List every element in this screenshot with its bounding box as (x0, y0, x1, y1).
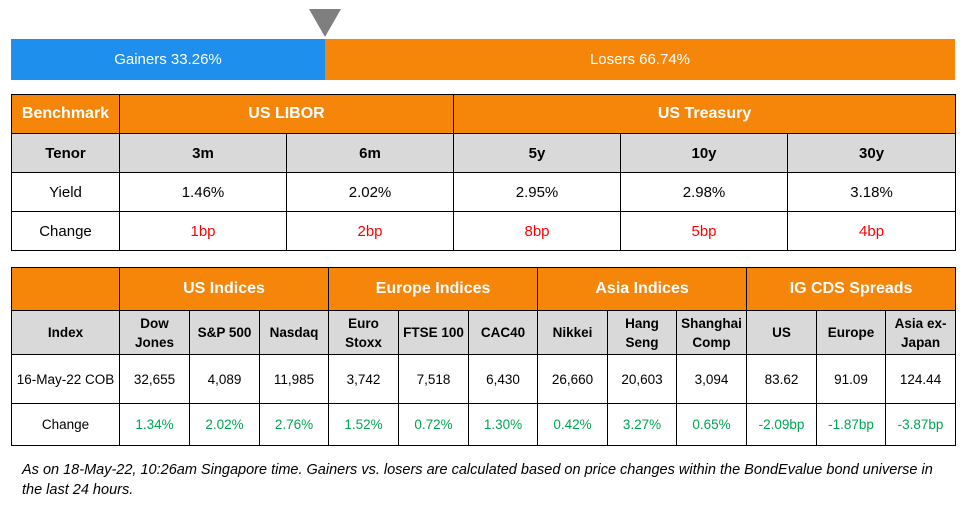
index-name-cell: Europe (816, 310, 887, 355)
index-change-cell: 2.76% (258, 403, 330, 446)
gainers-losers-bar: Gainers 33.26% Losers 66.74% (11, 39, 955, 80)
index-value-cell: 32,655 (119, 354, 190, 404)
index-name-cell: FTSE 100 (398, 310, 470, 355)
index-value-cell: 20,603 (607, 354, 678, 404)
tenor-cell: 6m (285, 133, 455, 173)
index-name-cell: Nasdaq (258, 310, 330, 355)
change-label: Change (11, 403, 120, 446)
index-change-cell: -1.87bp (816, 403, 887, 446)
us-treasury-header: US Treasury (453, 94, 957, 134)
sentiment-marker-icon (308, 9, 341, 37)
yield-cell: 3.18% (787, 172, 957, 212)
index-name-cell: Euro Stoxx (328, 310, 400, 355)
index-value-cell: 124.44 (885, 354, 957, 404)
index-value-cell: 26,660 (537, 354, 609, 404)
index-name-cell: US (746, 310, 818, 355)
yield-label: Yield (11, 172, 120, 212)
rates-table: Benchmark US LIBOR US Treasury Tenor 3m … (11, 94, 957, 251)
index-change-cell: 1.52% (328, 403, 400, 446)
tenor-label: Tenor (11, 133, 120, 173)
footnote: As on 18-May-22, 10:26am Singapore time.… (22, 462, 933, 498)
index-label: Index (11, 310, 120, 355)
rate-change-cell: 5bp (620, 211, 789, 251)
rate-change-cell: 1bp (119, 211, 287, 251)
yield-cell: 2.98% (620, 172, 789, 212)
index-change-cell: -3.87bp (885, 403, 957, 446)
blank-header (11, 267, 120, 311)
index-name-cell: Shanghai Comp (676, 310, 748, 355)
index-value-cell: 6,430 (468, 354, 539, 404)
change-label: Change (11, 211, 120, 251)
rate-change-cell: 4bp (787, 211, 957, 251)
yield-cell: 2.02% (285, 172, 455, 212)
index-name-cell: CAC40 (468, 310, 539, 355)
date-label: 16-May-22 COB (11, 354, 120, 404)
europe-indices-header: Europe Indices (328, 267, 539, 311)
index-name-cell: Nikkei (537, 310, 609, 355)
ig-cds-spreads-header: IG CDS Spreads (746, 267, 957, 311)
index-value-cell: 3,094 (676, 354, 748, 404)
index-value-cell: 91.09 (816, 354, 887, 404)
losers-segment: Losers 66.74% (324, 39, 955, 80)
index-change-cell: 0.72% (398, 403, 470, 446)
index-value-cell: 7,518 (398, 354, 470, 404)
tenor-cell: 3m (119, 133, 287, 173)
index-change-cell: 1.30% (468, 403, 539, 446)
benchmark-header: Benchmark (11, 94, 120, 134)
index-change-cell: 3.27% (607, 403, 678, 446)
gainers-segment: Gainers 33.26% (11, 39, 325, 80)
index-change-cell: -2.09bp (746, 403, 818, 446)
index-change-cell: 1.34% (119, 403, 190, 446)
us-libor-header: US LIBOR (118, 94, 455, 134)
index-name-cell: S&P 500 (189, 310, 260, 355)
index-value-cell: 3,742 (328, 354, 400, 404)
index-change-cell: 0.65% (676, 403, 748, 446)
index-change-cell: 2.02% (189, 403, 260, 446)
us-indices-header: US Indices (118, 267, 330, 311)
rate-change-cell: 2bp (285, 211, 455, 251)
asia-indices-header: Asia Indices (537, 267, 748, 311)
yield-cell: 2.95% (453, 172, 622, 212)
index-value-cell: 11,985 (258, 354, 330, 404)
index-name-cell: Hang Seng (607, 310, 678, 355)
index-change-cell: 0.42% (537, 403, 609, 446)
index-name-cell: Dow Jones (119, 310, 190, 355)
indices-table: US Indices Europe Indices Asia Indices I… (11, 267, 957, 446)
index-value-cell: 83.62 (746, 354, 818, 404)
tenor-cell: 5y (453, 133, 622, 173)
index-name-cell: Asia ex- Japan (885, 310, 957, 355)
tenor-cell: 10y (620, 133, 789, 173)
index-value-cell: 4,089 (189, 354, 260, 404)
rate-change-cell: 8bp (453, 211, 622, 251)
yield-cell: 1.46% (119, 172, 287, 212)
tenor-cell: 30y (787, 133, 957, 173)
